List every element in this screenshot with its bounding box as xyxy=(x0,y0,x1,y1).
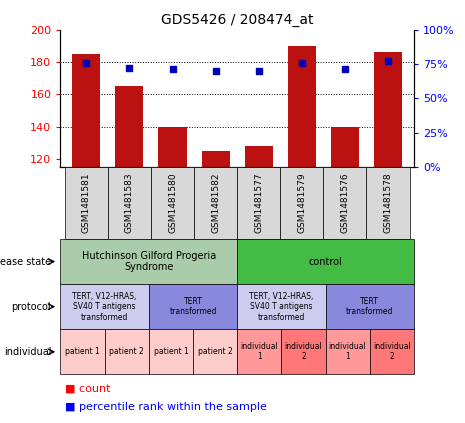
Text: GSM1481576: GSM1481576 xyxy=(340,173,349,233)
Bar xyxy=(193,329,237,374)
Text: patient 2: patient 2 xyxy=(109,347,144,356)
Text: GSM1481579: GSM1481579 xyxy=(297,173,306,233)
Bar xyxy=(65,167,108,239)
Text: TERT, V12-HRAS,
SV40 T antigens
transformed: TERT, V12-HRAS, SV40 T antigens transfor… xyxy=(249,292,313,321)
Title: GDS5426 / 208474_at: GDS5426 / 208474_at xyxy=(161,13,313,27)
Text: GSM1481580: GSM1481580 xyxy=(168,173,177,233)
Bar xyxy=(60,329,105,374)
Bar xyxy=(60,284,149,329)
Bar xyxy=(151,167,194,239)
Bar xyxy=(237,284,326,329)
Bar xyxy=(323,167,366,239)
Bar xyxy=(326,284,414,329)
Text: patient 1: patient 1 xyxy=(153,347,188,356)
Text: GSM1481577: GSM1481577 xyxy=(254,173,263,233)
Text: GSM1481578: GSM1481578 xyxy=(384,173,392,233)
Text: ■ percentile rank within the sample: ■ percentile rank within the sample xyxy=(65,402,267,412)
Text: individual
2: individual 2 xyxy=(285,342,322,362)
Bar xyxy=(115,86,143,167)
Text: patient 1: patient 1 xyxy=(65,347,100,356)
Text: ■ count: ■ count xyxy=(65,383,111,393)
Text: Hutchinson Gilford Progeria
Syndrome: Hutchinson Gilford Progeria Syndrome xyxy=(82,251,216,272)
Bar xyxy=(149,329,193,374)
Bar xyxy=(194,167,237,239)
Bar xyxy=(370,329,414,374)
Bar xyxy=(60,239,237,284)
Bar xyxy=(202,151,230,167)
Text: GSM1481582: GSM1481582 xyxy=(211,173,220,233)
Text: TERT
transformed: TERT transformed xyxy=(346,297,393,316)
Text: GSM1481583: GSM1481583 xyxy=(125,173,134,233)
Text: individual
1: individual 1 xyxy=(240,342,278,362)
Bar xyxy=(374,52,402,167)
Bar xyxy=(245,146,272,167)
Text: individual
2: individual 2 xyxy=(373,342,411,362)
Text: GSM1481581: GSM1481581 xyxy=(82,173,91,233)
Text: TERT
transformed: TERT transformed xyxy=(169,297,217,316)
Bar xyxy=(326,329,370,374)
Bar xyxy=(237,167,280,239)
Text: patient 2: patient 2 xyxy=(198,347,232,356)
Bar xyxy=(237,239,414,284)
Bar xyxy=(237,329,281,374)
Text: disease state: disease state xyxy=(0,257,51,266)
Text: protocol: protocol xyxy=(12,302,51,312)
Bar xyxy=(280,167,323,239)
Bar xyxy=(108,167,151,239)
Bar xyxy=(159,126,186,167)
Text: TERT, V12-HRAS,
SV40 T antigens
transformed: TERT, V12-HRAS, SV40 T antigens transfor… xyxy=(73,292,137,321)
Bar xyxy=(72,54,100,167)
Bar xyxy=(149,284,237,329)
Bar xyxy=(288,46,316,167)
Text: individual
1: individual 1 xyxy=(329,342,366,362)
Bar xyxy=(105,329,149,374)
Text: individual: individual xyxy=(4,347,51,357)
Bar xyxy=(366,167,410,239)
Bar xyxy=(331,126,359,167)
Text: control: control xyxy=(309,257,342,266)
Bar xyxy=(281,329,326,374)
